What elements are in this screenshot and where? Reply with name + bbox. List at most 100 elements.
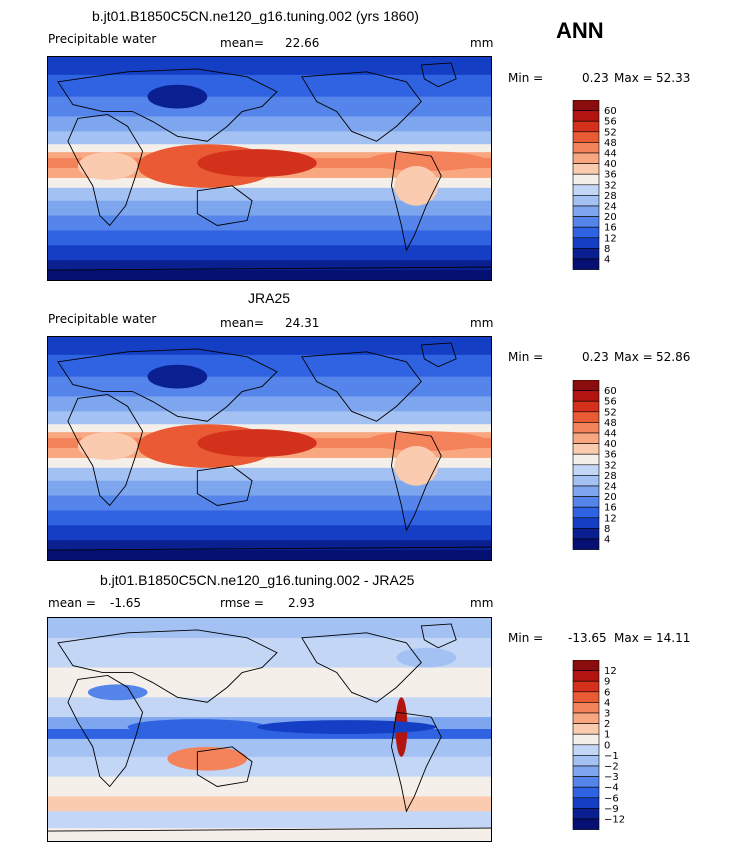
colorbar-tick-label: −4 [604, 783, 619, 794]
colorbar-swatch [572, 152, 600, 164]
colorbar-swatch [572, 517, 600, 529]
colorbar-swatch [572, 411, 600, 423]
colorbar-swatch [572, 680, 600, 693]
panel2-mean-value: 24.31 [285, 316, 320, 330]
colorbar-tick-label: 36 [604, 450, 617, 461]
coastline [420, 623, 457, 649]
coastline [57, 348, 278, 422]
colorbar-swatch [572, 506, 600, 519]
colorbar-swatch [572, 110, 600, 122]
coastline [301, 351, 422, 422]
colorbar-tick-label: 2 [604, 719, 610, 730]
colorbar-swatch [572, 205, 600, 217]
coastline [301, 632, 422, 703]
colorbar-tick-label: 4 [604, 255, 610, 266]
colorbar-tick-label: 20 [604, 212, 617, 223]
colorbar-tick-label: 32 [604, 180, 617, 191]
coastline [196, 465, 253, 506]
colorbar-tick-label: 16 [604, 503, 617, 514]
colorbar-swatch [572, 702, 600, 714]
colorbar-swatch [572, 173, 600, 186]
coastline [420, 342, 457, 368]
coastline [67, 394, 144, 507]
panel3-colorbar: 12 9 6 4 3 2 1 0 −1 −2 −3 −4 −6 −9 −12 [571, 659, 631, 845]
colorbar-tick-label: 1 [604, 730, 610, 741]
colorbar-tick-label: 28 [604, 191, 617, 202]
colorbar-swatch [572, 142, 600, 154]
panel3-units: mm [470, 596, 494, 610]
panel3-min-value: -13.65 [568, 631, 607, 645]
panel1-map [47, 56, 492, 281]
colorbar-tick-label: 56 [604, 117, 617, 128]
colorbar-tick-label: 8 [604, 244, 610, 255]
coastline [67, 114, 144, 227]
colorbar-tick-label: 12 [604, 666, 617, 677]
coastline [390, 150, 442, 252]
colorbar-tick-label: 60 [604, 106, 617, 117]
colorbar-tick-label: 44 [604, 149, 617, 160]
colorbar-swatch [572, 786, 600, 799]
colorbar-swatch [572, 432, 600, 444]
coastline [57, 629, 278, 703]
colorbar-tick-label: 28 [604, 471, 617, 482]
colorbar-swatch [572, 733, 600, 746]
colorbar-swatch [572, 131, 600, 143]
colorbar-tick-label: 60 [604, 386, 617, 397]
coastline [67, 675, 144, 788]
colorbar-tick-label: 12 [604, 233, 617, 244]
colorbar-tick-label: 20 [604, 492, 617, 503]
panel2-max-value: 52.86 [656, 350, 691, 364]
colorbar-tick-label: −1 [604, 751, 619, 762]
coastline [196, 185, 253, 226]
colorbar-swatch [572, 195, 600, 207]
colorbar-swatch [572, 379, 600, 391]
panel1-mean-value: 22.66 [285, 36, 320, 50]
colorbar-tick-label: 44 [604, 429, 617, 440]
colorbar-swatch [572, 163, 600, 175]
panel1-min-value: 0.23 [582, 71, 609, 85]
coastline [301, 71, 422, 142]
panel1-variable-label: Precipitable water [48, 32, 157, 46]
panel1-units: mm [470, 36, 494, 50]
panel3-map [47, 617, 492, 842]
coastline [390, 430, 442, 532]
colorbar-swatch [572, 475, 600, 487]
colorbar-tick-label: 32 [604, 460, 617, 471]
colorbar-swatch [572, 797, 600, 809]
colorbar-swatch [572, 99, 600, 111]
panel1-colorbar: 60 56 52 48 44 40 36 32 28 24 20 16 12 8 4 [571, 99, 631, 285]
colorbar-tick-label: 0 [604, 740, 610, 751]
panel1-mean-label: mean= [220, 36, 265, 50]
colorbar-tick-label: 24 [604, 202, 617, 213]
coastline [48, 266, 491, 271]
colorbar-swatch [572, 184, 600, 196]
colorbar-swatch [572, 258, 600, 270]
colorbar-tick-label: −3 [604, 772, 619, 783]
panel2-min-label: Min = [508, 350, 544, 364]
colorbar-tick-label: 24 [604, 482, 617, 493]
colorbar-swatch [572, 400, 600, 413]
panel3-mean-value: -1.65 [110, 596, 142, 610]
colorbar-tick-label: 3 [604, 709, 610, 720]
colorbar-swatch [572, 226, 600, 239]
colorbar-swatch [572, 464, 600, 476]
colorbar-swatch [572, 659, 600, 671]
colorbar-tick-label: 52 [604, 127, 617, 138]
colorbar-tick-label: −9 [604, 804, 619, 815]
colorbar-swatch [572, 248, 600, 260]
colorbar-tick-label: 16 [604, 223, 617, 234]
colorbar-swatch [572, 216, 600, 228]
coastline [57, 68, 278, 142]
colorbar-swatch [572, 453, 600, 466]
colorbar-swatch [572, 755, 600, 767]
colorbar-tick-label: 4 [604, 535, 610, 546]
colorbar-tick-label: 9 [604, 677, 610, 688]
colorbar-swatch [572, 485, 600, 497]
panel3-rmse-label: rmse = [220, 596, 264, 610]
panel1-min-label: Min = [508, 71, 544, 85]
panel3-min-label: Min = [508, 631, 544, 645]
colorbar-tick-label: 52 [604, 407, 617, 418]
colorbar-tick-label: 8 [604, 524, 610, 535]
colorbar-swatch [572, 538, 600, 550]
panel2-min-value: 0.23 [582, 350, 609, 364]
